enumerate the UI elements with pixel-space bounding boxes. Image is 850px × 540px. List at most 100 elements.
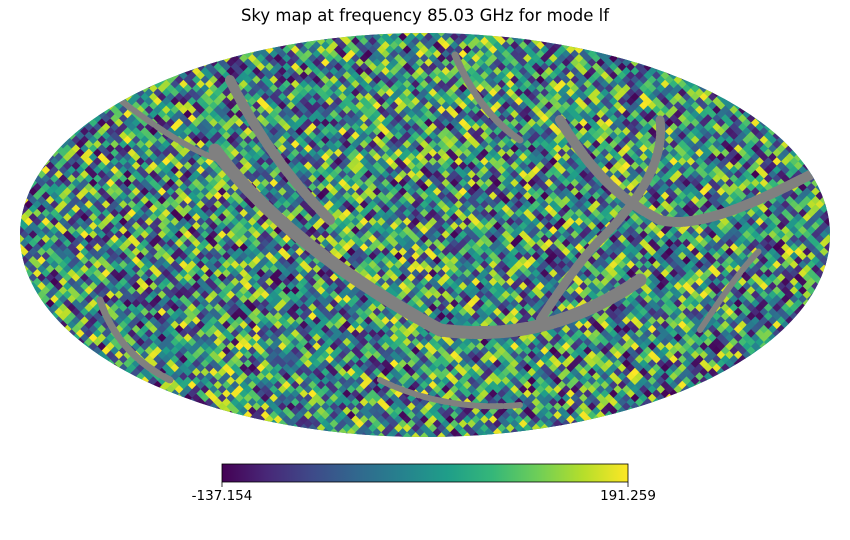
map-pixel xyxy=(225,58,236,68)
map-pixel xyxy=(513,33,524,38)
map-pixel xyxy=(423,92,434,103)
map-pixel xyxy=(182,127,193,137)
map-pixel xyxy=(359,36,369,47)
map-pixel xyxy=(823,268,830,279)
map-pixel xyxy=(488,71,498,81)
map-pixel xyxy=(423,101,434,111)
map-pixel xyxy=(230,45,240,56)
map-pixel xyxy=(191,109,202,120)
map-pixel xyxy=(217,101,227,111)
map-pixel xyxy=(531,131,541,142)
map-pixel xyxy=(832,217,842,227)
map-pixel xyxy=(294,58,305,68)
map-pixel xyxy=(445,36,455,47)
map-pixel xyxy=(20,178,30,189)
map-pixel xyxy=(225,101,236,111)
map-pixel xyxy=(621,49,632,60)
map-pixel xyxy=(20,195,21,206)
map-pixel xyxy=(178,88,189,99)
mollweide-map xyxy=(7,33,842,437)
map-pixel xyxy=(251,84,262,94)
map-pixel xyxy=(169,122,180,133)
map-pixel xyxy=(724,127,735,137)
map-pixel xyxy=(200,109,210,120)
map-pixel xyxy=(359,62,369,73)
map-pixel xyxy=(114,135,124,146)
map-pixel xyxy=(195,131,206,142)
map-pixel xyxy=(20,182,25,193)
map-pixel xyxy=(208,84,219,94)
map-pixel xyxy=(466,41,477,51)
map-pixel xyxy=(174,101,184,111)
map-pixel xyxy=(445,71,455,81)
map-pixel xyxy=(139,101,150,111)
map-pixel xyxy=(595,127,606,137)
map-pixel xyxy=(660,105,670,116)
map-pixel xyxy=(273,79,283,90)
map-pixel xyxy=(827,264,830,275)
map-pixel xyxy=(195,105,206,116)
map-pixel xyxy=(337,118,348,129)
map-pixel xyxy=(208,101,219,111)
map-pixel xyxy=(380,118,391,129)
map-pixel xyxy=(49,139,60,150)
map-pixel xyxy=(204,79,215,90)
map-pixel xyxy=(316,131,326,142)
map-pixel xyxy=(767,118,778,129)
map-pixel xyxy=(221,105,232,116)
map-pixel xyxy=(316,71,326,81)
map-pixel xyxy=(832,260,842,270)
map-pixel xyxy=(135,105,146,116)
map-pixel xyxy=(20,187,30,197)
map-pixel xyxy=(243,127,253,137)
map-pixel xyxy=(746,122,756,133)
map-pixel xyxy=(716,84,726,94)
map-pixel xyxy=(359,88,369,99)
map-pixel xyxy=(178,105,189,116)
map-pixel xyxy=(337,84,348,94)
map-pixel xyxy=(7,243,17,253)
map-pixel xyxy=(273,122,283,133)
map-pixel xyxy=(169,105,180,116)
map-pixel xyxy=(294,41,305,51)
map-pixel xyxy=(423,135,434,146)
map-pixel xyxy=(685,71,696,81)
map-pixel xyxy=(402,71,412,81)
map-pixel xyxy=(595,66,606,77)
map-pixel xyxy=(423,75,434,86)
map-pixel xyxy=(763,114,774,124)
map-pixel xyxy=(703,131,713,142)
map-pixel xyxy=(488,45,498,56)
map-pixel xyxy=(724,101,735,111)
map-pixel xyxy=(595,101,606,111)
map-pixel xyxy=(488,79,498,90)
map-pixel xyxy=(595,84,606,94)
map-pixel xyxy=(174,84,184,94)
map-pixel xyxy=(182,109,193,120)
map-pixel xyxy=(703,105,713,116)
map-pixel xyxy=(157,109,167,120)
map-pixel xyxy=(195,62,206,73)
map-pixel xyxy=(53,135,64,146)
map-pixel xyxy=(88,135,98,146)
map-pixel xyxy=(273,71,283,81)
map-pixel xyxy=(531,79,541,90)
map-pixel xyxy=(238,79,249,90)
map-pixel xyxy=(88,118,98,129)
map-pixel xyxy=(776,127,786,137)
map-pixel xyxy=(294,127,305,137)
map-pixel xyxy=(204,131,215,142)
map-pixel xyxy=(247,131,258,142)
map-pixel xyxy=(294,84,305,94)
map-pixel xyxy=(587,41,597,51)
map-pixel xyxy=(647,58,657,68)
map-pixel xyxy=(827,213,830,223)
map-pixel xyxy=(20,260,25,271)
map-pixel xyxy=(574,62,584,73)
map-pixel xyxy=(251,58,262,68)
map-pixel xyxy=(294,118,305,129)
map-pixel xyxy=(20,268,25,279)
map-pixel xyxy=(402,131,412,142)
map-pixel xyxy=(333,33,344,38)
map-pixel xyxy=(225,127,236,137)
